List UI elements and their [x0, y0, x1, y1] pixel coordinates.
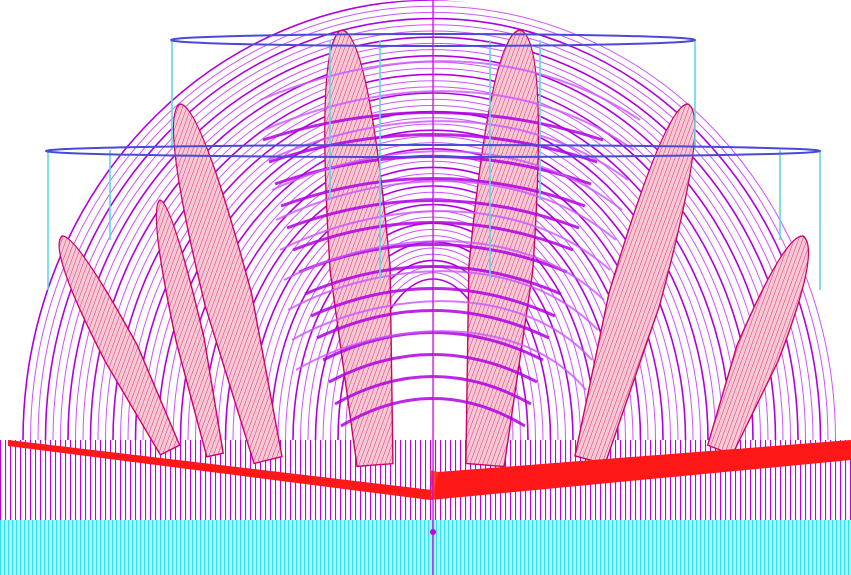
- sweep-arc: [287, 270, 599, 331]
- sweep-arc: [275, 180, 617, 241]
- sweep-arc: [279, 210, 611, 271]
- sweep-arc: [259, 60, 641, 121]
- blade: [324, 29, 394, 468]
- blade: [706, 235, 810, 456]
- sweep-arc: [295, 330, 587, 391]
- blades: [58, 29, 810, 468]
- blade: [155, 199, 225, 458]
- sweep-arcs: [259, 60, 641, 428]
- center-axis-marker: [430, 0, 436, 575]
- sweep-arc: [263, 90, 635, 151]
- sweep-arc: [271, 150, 623, 211]
- support-posts: [47, 40, 821, 290]
- sweep-arc: [283, 240, 605, 301]
- blade: [172, 103, 283, 465]
- blade: [58, 235, 181, 456]
- sweep-arc: [291, 300, 593, 361]
- sweep-arc: [267, 120, 629, 181]
- base-cyan-band: [0, 520, 851, 575]
